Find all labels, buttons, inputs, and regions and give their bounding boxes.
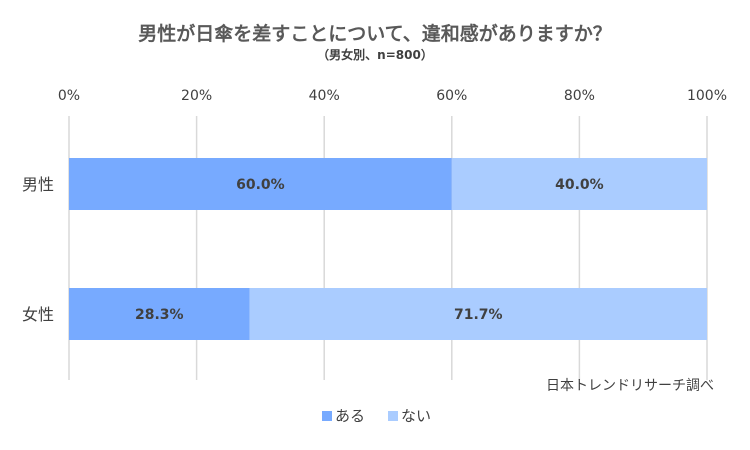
x-tick-label: 80% [564, 88, 595, 104]
x-tick-label: 0% [58, 88, 80, 104]
data-label: 60.0% [236, 177, 285, 193]
source-note: 日本トレンドリサーチ調べ [546, 378, 714, 394]
legend: ある ない [322, 407, 431, 425]
legend-label: ある [335, 407, 365, 425]
legend-swatch [388, 411, 398, 421]
x-axis-ticks: 0% 20% 40% 60% 80% 100% [58, 88, 727, 104]
data-label: 28.3% [135, 307, 184, 323]
x-tick-label: 20% [181, 88, 212, 104]
category-label: 女性 [22, 305, 54, 324]
bars [69, 158, 707, 340]
x-tick-label: 60% [436, 88, 467, 104]
legend-swatch [322, 411, 332, 421]
bar-segment [451, 158, 707, 210]
data-labels: 60.0% 40.0% 28.3% 71.7% [135, 177, 604, 323]
bar-segment [249, 288, 707, 340]
data-label: 40.0% [555, 177, 604, 193]
legend-label: ない [401, 407, 431, 425]
category-label: 男性 [22, 175, 54, 194]
data-label: 71.7% [454, 307, 503, 323]
x-tick-label: 40% [309, 88, 340, 104]
chart-title: 男性が日傘を差すことについて、違和感がありますか？ [138, 22, 611, 45]
x-tick-label: 100% [687, 88, 727, 104]
bar-segment [69, 288, 250, 340]
chart-subtitle: （男女別、n=800） [317, 47, 433, 62]
gridlines [68, 116, 708, 380]
bar-segment [69, 158, 452, 210]
